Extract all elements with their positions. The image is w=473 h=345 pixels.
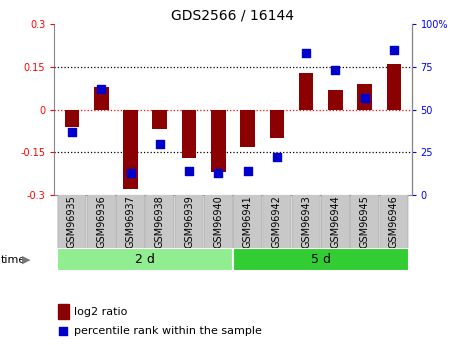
Text: GSM96938: GSM96938: [155, 195, 165, 248]
FancyBboxPatch shape: [116, 194, 145, 249]
Text: GSM96944: GSM96944: [331, 195, 341, 248]
FancyBboxPatch shape: [321, 194, 350, 249]
Bar: [152, 110, 167, 129]
FancyBboxPatch shape: [204, 194, 232, 249]
Text: GSM96935: GSM96935: [67, 195, 77, 248]
Point: [127, 170, 134, 176]
Point: [185, 168, 193, 174]
FancyBboxPatch shape: [234, 194, 262, 249]
Bar: [123, 110, 138, 189]
FancyBboxPatch shape: [87, 194, 115, 249]
Point: [273, 155, 280, 160]
Text: GSM96936: GSM96936: [96, 195, 106, 248]
Text: GSM96937: GSM96937: [125, 195, 135, 248]
Text: 2 d: 2 d: [135, 253, 155, 266]
Bar: [358, 84, 372, 110]
Point: [302, 50, 310, 56]
Bar: [57, 248, 233, 271]
Bar: [299, 72, 314, 110]
Text: log2 ratio: log2 ratio: [74, 307, 127, 317]
FancyBboxPatch shape: [58, 194, 86, 249]
Bar: [233, 248, 409, 271]
Text: time: time: [1, 255, 26, 265]
Text: GSM96942: GSM96942: [272, 195, 282, 248]
Bar: [240, 110, 255, 147]
Bar: [328, 90, 343, 110]
Bar: [65, 110, 79, 127]
Text: GSM96940: GSM96940: [213, 195, 223, 248]
Text: GSM96939: GSM96939: [184, 195, 194, 248]
Text: GDS2566 / 16144: GDS2566 / 16144: [171, 9, 295, 22]
FancyBboxPatch shape: [350, 194, 379, 249]
Text: GSM96943: GSM96943: [301, 195, 311, 248]
Point: [97, 86, 105, 92]
Point: [68, 129, 76, 135]
FancyBboxPatch shape: [146, 194, 174, 249]
Bar: [94, 87, 108, 110]
FancyBboxPatch shape: [175, 194, 203, 249]
FancyBboxPatch shape: [292, 194, 320, 249]
Text: GSM96946: GSM96946: [389, 195, 399, 248]
Bar: [270, 110, 284, 138]
Text: percentile rank within the sample: percentile rank within the sample: [74, 326, 262, 336]
Bar: [58, 304, 69, 319]
Text: GSM96945: GSM96945: [359, 195, 370, 248]
FancyBboxPatch shape: [263, 194, 291, 249]
Point: [361, 95, 368, 100]
Point: [156, 141, 164, 147]
Text: GSM96941: GSM96941: [243, 195, 253, 248]
Bar: [211, 110, 226, 172]
Text: ▶: ▶: [22, 255, 30, 265]
Text: 5 d: 5 d: [311, 253, 331, 266]
Point: [215, 170, 222, 176]
Point: [390, 47, 398, 52]
Point: [60, 328, 67, 334]
Point: [332, 68, 339, 73]
Bar: [182, 110, 196, 158]
Bar: [386, 64, 401, 110]
Point: [244, 168, 251, 174]
FancyBboxPatch shape: [380, 194, 408, 249]
